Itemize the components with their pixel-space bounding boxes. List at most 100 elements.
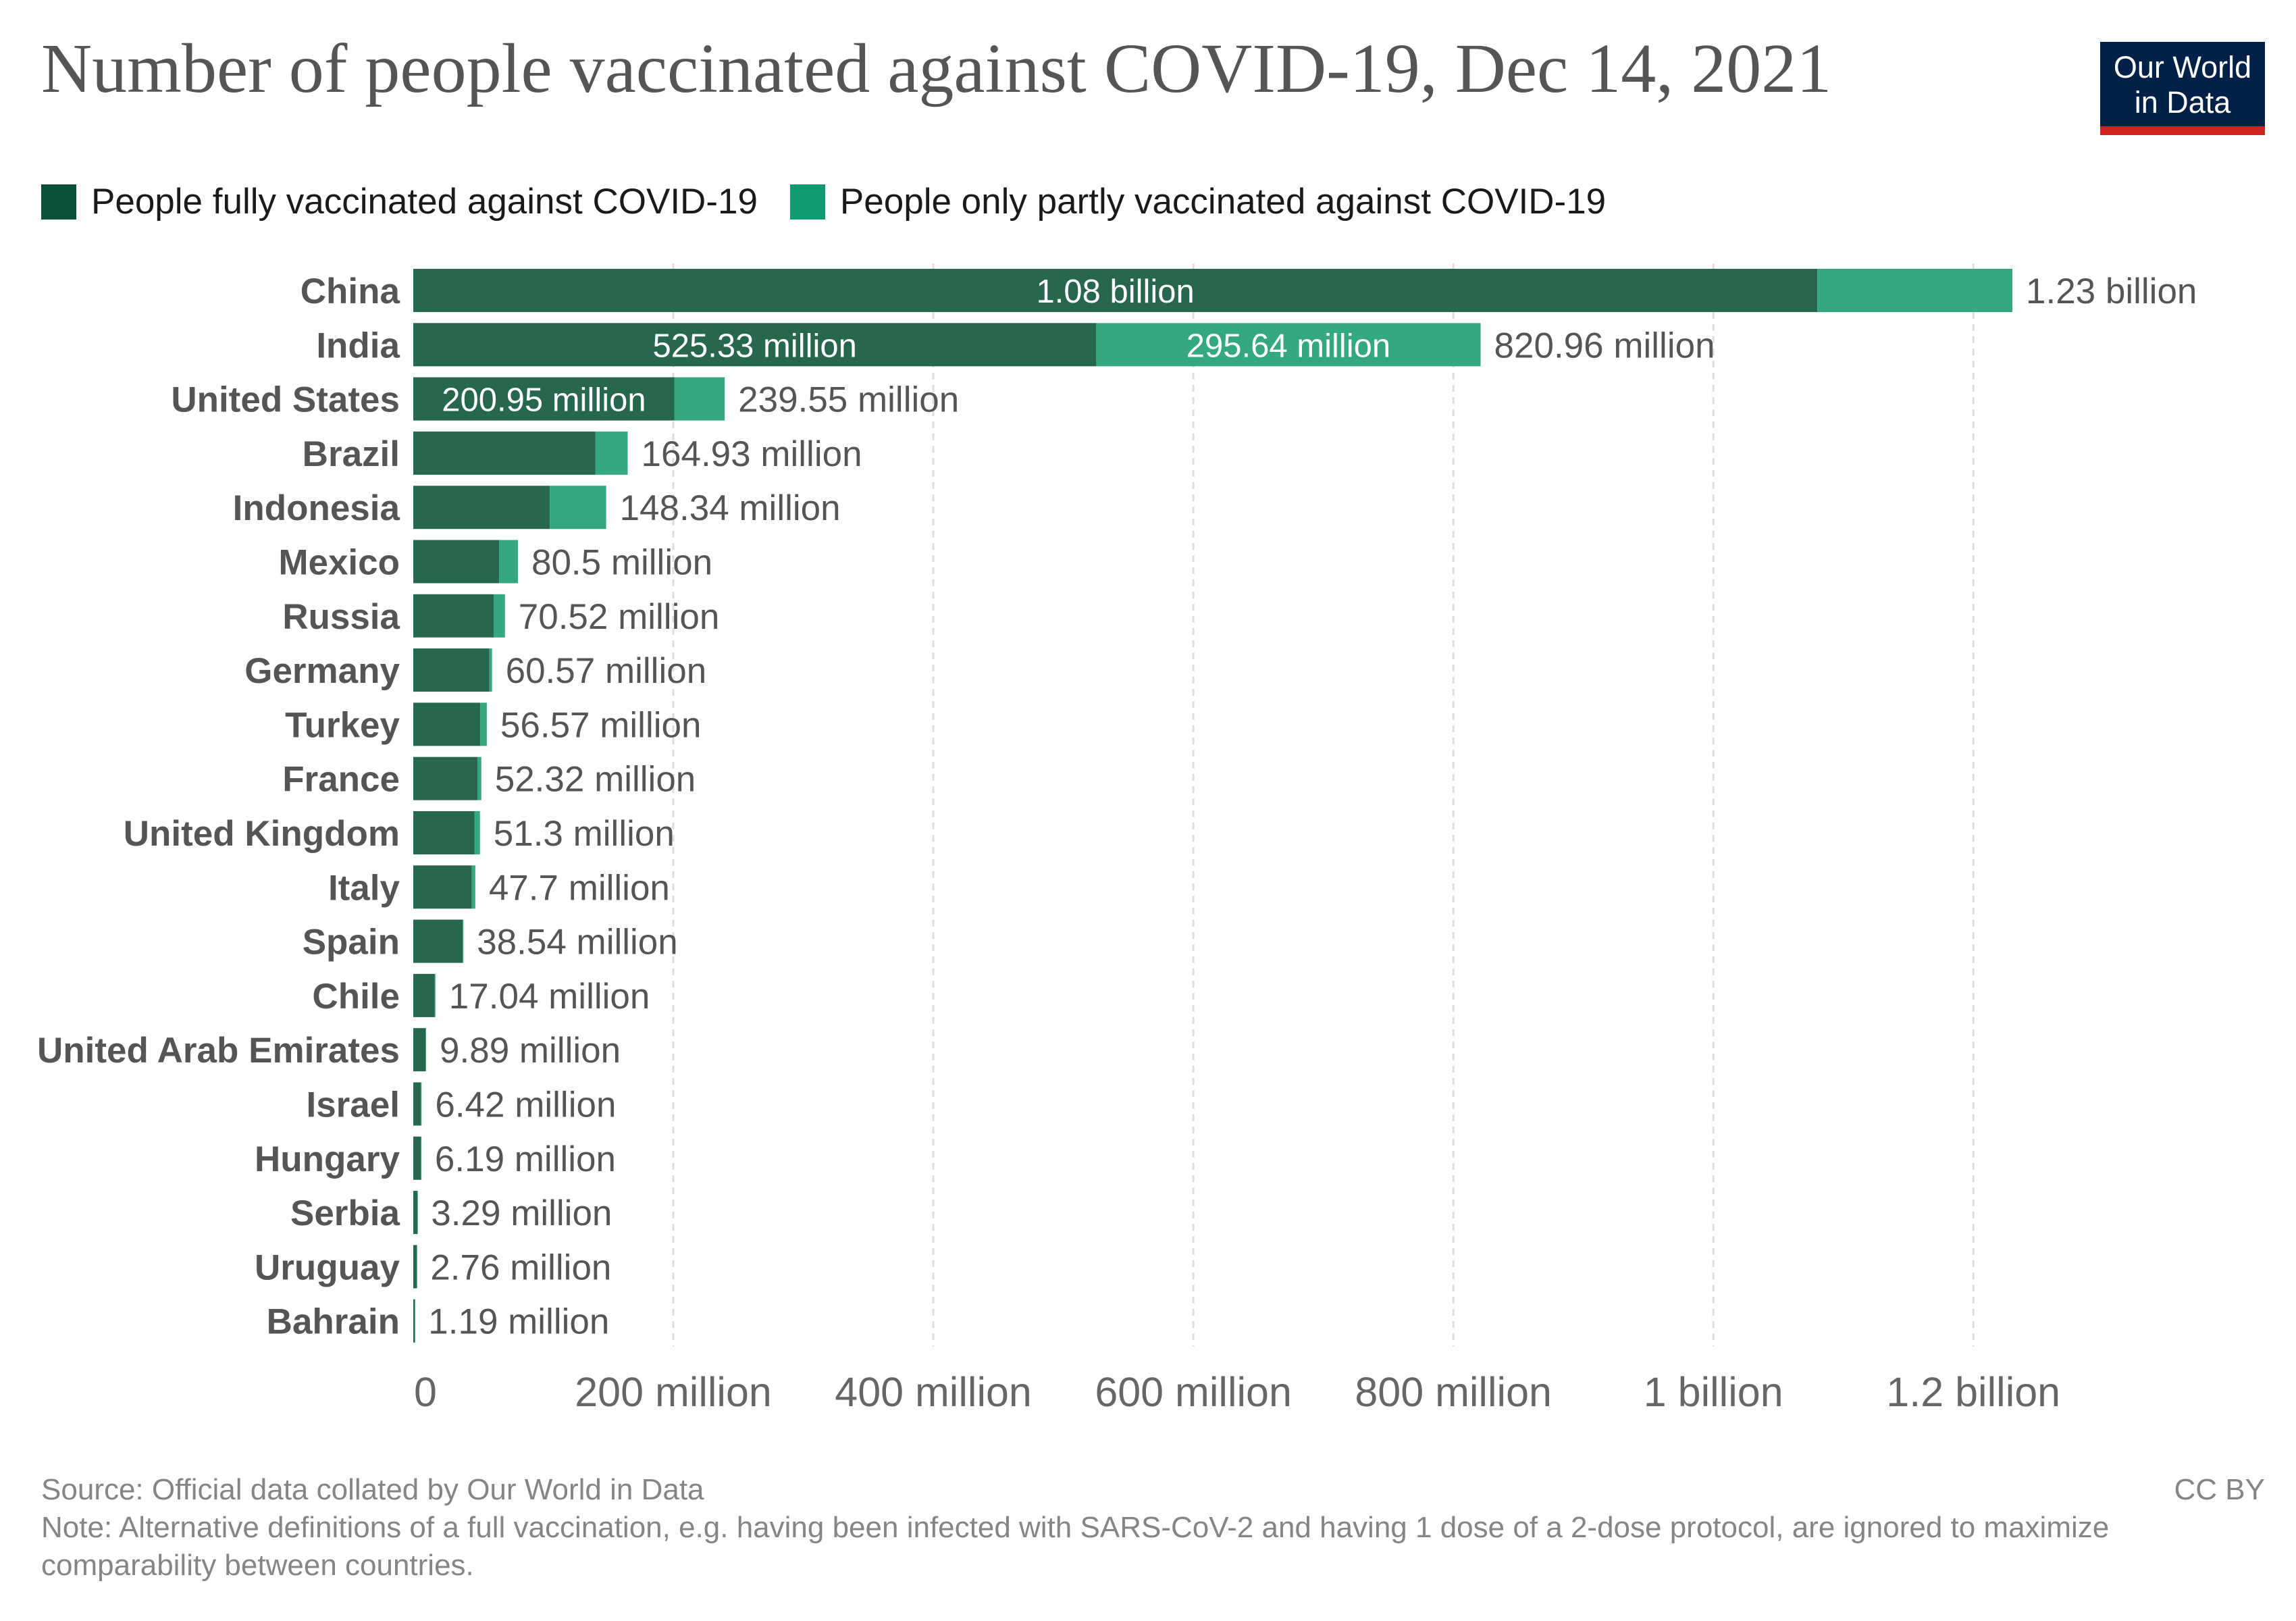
- x-tick-label: 200 million: [575, 1369, 772, 1415]
- category-label: United Arab Emirates: [37, 1031, 400, 1071]
- category-label: Hungary: [255, 1139, 400, 1179]
- x-tick-label: 400 million: [835, 1369, 1032, 1415]
- category-label: Israel: [306, 1085, 400, 1125]
- bar-fully-vaccinated: [413, 919, 463, 963]
- license-link[interactable]: CC BY: [2174, 1473, 2265, 1506]
- category-label: Spain: [303, 923, 400, 962]
- category-label: United Kingdom: [124, 814, 400, 854]
- data-label-fully: 1.08 billion: [1036, 274, 1194, 310]
- bar-fully-vaccinated: [413, 269, 1818, 312]
- data-label-total: 6.42 million: [435, 1085, 616, 1125]
- bar-fully-vaccinated: [413, 1028, 426, 1072]
- bar-fully-vaccinated: [413, 1299, 415, 1343]
- data-label-total: 17.04 million: [449, 977, 650, 1017]
- chart-title: Number of people vaccinated against COVI…: [41, 30, 1832, 107]
- bar-fully-vaccinated: [413, 594, 494, 638]
- bar-fully-vaccinated: [413, 1245, 417, 1289]
- bar-fully-vaccinated: [413, 323, 1097, 367]
- bar-fully-vaccinated: [413, 431, 596, 475]
- category-label: Italy: [328, 868, 400, 908]
- bar-fully-vaccinated: [413, 756, 478, 800]
- legend-item-partial[interactable]: People only partly vaccinated against CO…: [789, 181, 1607, 222]
- data-label-total: 52.32 million: [495, 760, 696, 800]
- legend-label-full: People fully vaccinated against COVID-19: [91, 182, 758, 222]
- bar-partly-vaccinated: [1096, 323, 1481, 367]
- bar-partly-vaccinated: [489, 648, 492, 692]
- methodology-note: Note: Alternative definitions of a full …: [41, 1511, 2110, 1582]
- bar-partly-vaccinated: [425, 1028, 427, 1072]
- bar-partly-vaccinated: [494, 594, 505, 638]
- data-label-total: 3.29 million: [431, 1193, 612, 1233]
- data-label-total: 47.7 million: [489, 868, 670, 908]
- bar-fully-vaccinated: [413, 1082, 421, 1126]
- data-label-total: 148.34 million: [620, 488, 841, 528]
- category-label: United States: [171, 380, 400, 420]
- legend-swatch-partial: [789, 184, 825, 220]
- data-label-total: 1.23 billion: [2026, 272, 2197, 311]
- data-label-total: 9.89 million: [440, 1031, 621, 1071]
- bar-partly-vaccinated: [417, 1191, 418, 1235]
- bar-partly-vaccinated: [477, 756, 481, 800]
- bar-partly-vaccinated: [674, 377, 725, 421]
- category-label: India: [316, 326, 400, 365]
- category-label: Indonesia: [233, 488, 400, 528]
- bar-partly-vaccinated: [499, 540, 518, 584]
- bar-fully-vaccinated: [413, 540, 500, 584]
- data-label-fully: 200.95 million: [442, 382, 646, 419]
- category-label: Russia: [282, 597, 400, 637]
- category-label: Chile: [312, 977, 400, 1017]
- category-label: Uruguay: [255, 1247, 400, 1287]
- data-label-total: 60.57 million: [506, 651, 707, 691]
- bar-partly-vaccinated: [1817, 269, 2012, 312]
- legend-item-full[interactable]: People fully vaccinated against COVID-19: [41, 181, 758, 222]
- legend: People fully vaccinated against COVID-19…: [41, 181, 1638, 222]
- logo-line-2: in Data: [2134, 85, 2231, 120]
- bar-chart: 0 200 million 400 million 600 million 800 mi…: [37, 263, 2197, 1415]
- data-label-total: 6.19 million: [435, 1139, 616, 1179]
- data-label-total: 70.52 million: [519, 597, 720, 637]
- data-label-total: 164.93 million: [642, 434, 862, 474]
- owid-logo[interactable]: Our World in Data: [2100, 42, 2265, 135]
- x-tick-label: 600 million: [1095, 1369, 1292, 1415]
- bar-fully-vaccinated: [413, 865, 472, 909]
- data-label-total: 2.76 million: [430, 1247, 611, 1287]
- bar-fully-vaccinated: [413, 486, 550, 530]
- data-label-total: 1.19 million: [428, 1302, 609, 1342]
- category-label: Brazil: [303, 434, 400, 474]
- bar-fully-vaccinated: [413, 1136, 421, 1180]
- bar-fully-vaccinated: [413, 377, 675, 421]
- x-tick-label: 1 billion: [1644, 1369, 1783, 1415]
- legend-label-partial: People only partly vaccinated against CO…: [839, 182, 1607, 222]
- source-note: Source: Official data collated by Our Wo…: [41, 1473, 704, 1506]
- category-label: Serbia: [290, 1193, 400, 1233]
- footer: Source: Official data collated by Our Wo…: [41, 1471, 2135, 1585]
- category-label: Germany: [244, 651, 400, 691]
- bar-partly-vaccinated: [471, 865, 475, 909]
- bar-partly-vaccinated: [595, 431, 628, 475]
- data-label-total: 820.96 million: [1494, 326, 1715, 365]
- category-label: Mexico: [278, 543, 400, 583]
- data-label-total: 239.55 million: [738, 380, 959, 420]
- bar-partly-vaccinated: [474, 811, 480, 854]
- legend-swatch-full: [41, 184, 76, 220]
- category-label: France: [282, 760, 400, 800]
- data-label-fully: 525.33 million: [653, 328, 857, 364]
- bar-fully-vaccinated: [413, 648, 490, 692]
- bar-fully-vaccinated: [413, 973, 435, 1017]
- category-label: Bahrain: [267, 1302, 400, 1342]
- bar-partly-vaccinated: [434, 973, 436, 1017]
- category-label: China: [301, 272, 400, 311]
- data-label-partly: 295.64 million: [1186, 328, 1390, 364]
- bar-fully-vaccinated: [413, 702, 481, 746]
- data-label-total: 38.54 million: [477, 923, 678, 962]
- category-label: Turkey: [285, 705, 400, 745]
- logo-line-1: Our World: [2113, 50, 2252, 84]
- x-tick-label: 800 million: [1355, 1369, 1552, 1415]
- bar-fully-vaccinated: [413, 1191, 417, 1235]
- data-label-total: 80.5 million: [531, 543, 712, 583]
- bar-partly-vaccinated: [550, 486, 606, 530]
- x-tick-label: 1.2 billion: [1886, 1369, 2060, 1415]
- x-tick-label: 0: [414, 1369, 437, 1415]
- bar-partly-vaccinated: [480, 702, 487, 746]
- data-label-total: 51.3 million: [494, 814, 675, 854]
